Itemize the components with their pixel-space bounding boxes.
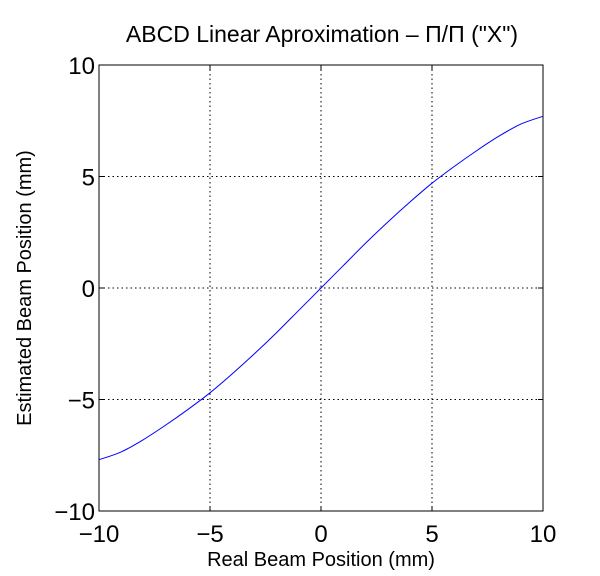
x-tick-labels: −10 −5 0 5 10 — [79, 521, 557, 548]
chart-title: ABCD Linear Aproximation – Π/Π ("X") — [126, 21, 518, 47]
y-tick-label: −10 — [54, 499, 95, 526]
series-layer — [98, 115, 544, 461]
y-tick-label: 5 — [82, 165, 95, 192]
y-tick-label: 0 — [82, 276, 95, 303]
y-tick-label: −5 — [68, 388, 95, 415]
x-tick-label: 0 — [314, 521, 327, 548]
x-tick-label: 5 — [425, 521, 438, 548]
x-axis-label: Real Beam Position (mm) — [207, 549, 435, 571]
y-tick-label: 10 — [68, 53, 95, 80]
y-tick-labels: −10 −5 0 5 10 — [54, 53, 95, 526]
series-line — [98, 115, 544, 461]
x-tick-label: 10 — [530, 521, 557, 548]
x-tick-label: −10 — [79, 521, 120, 548]
axis-ticks — [98, 64, 544, 512]
x-tick-label: −5 — [196, 521, 223, 548]
y-axis-label: Estimated Beam Position (mm) — [14, 150, 36, 426]
